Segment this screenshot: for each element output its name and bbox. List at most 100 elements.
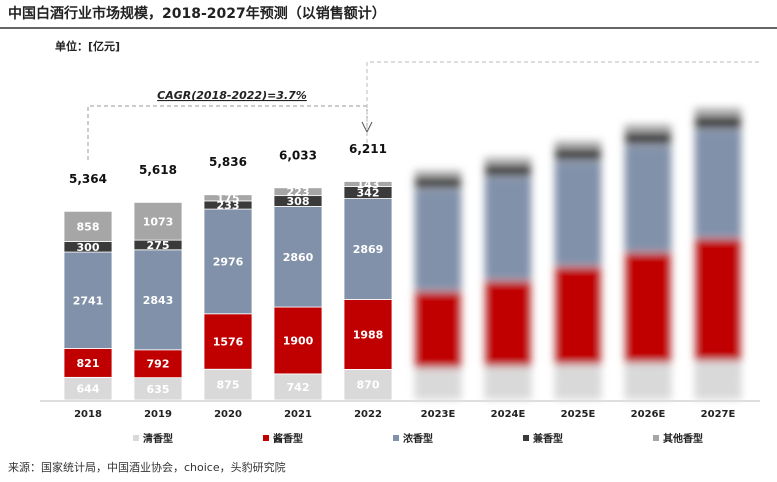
value-label: 635 — [147, 383, 170, 396]
legend-swatch — [653, 435, 659, 441]
chart-title: 中国白酒行业市场规模，2018-2027年预测（以销售额计） — [8, 5, 386, 22]
legend-label: 浓香型 — [403, 432, 433, 445]
value-label: 233 — [217, 199, 240, 212]
legend-swatch — [393, 435, 399, 441]
value-label: 2741 — [73, 294, 104, 307]
bar-stack — [63, 210, 113, 401]
bar-segment — [343, 368, 393, 401]
bar-segment — [553, 265, 603, 366]
x-tick-label: 2024E — [491, 409, 526, 420]
bar-stack — [413, 169, 463, 401]
x-tick-label: 2018 — [74, 409, 102, 420]
x-tick-label: 2021 — [284, 409, 312, 420]
bar-segment — [483, 366, 533, 401]
bar-segment — [693, 107, 743, 116]
bar-stack — [693, 107, 743, 401]
bar-segment — [623, 123, 673, 133]
bar-segment — [63, 348, 113, 378]
bar-segment — [693, 115, 743, 130]
value-label: 2869 — [353, 243, 384, 256]
legend-label: 酱香型 — [273, 432, 303, 445]
value-label: 644 — [77, 383, 100, 396]
bar-segment — [693, 128, 743, 239]
value-label: 2976 — [213, 255, 244, 268]
bar-segment — [553, 147, 603, 162]
bar-segment — [133, 249, 183, 351]
value-label: 143 — [357, 178, 380, 191]
unit-label: 单位：[亿元] — [55, 39, 120, 53]
legend-swatch — [523, 435, 529, 441]
value-label: 308 — [287, 195, 310, 208]
bar-segment — [553, 364, 603, 401]
bar-segment — [273, 373, 323, 401]
total-label: 5,618 — [139, 163, 177, 177]
legend-label: 清香型 — [143, 432, 173, 445]
bar-segment — [203, 313, 253, 370]
legend-swatch — [263, 435, 269, 441]
bar-segment — [273, 306, 323, 375]
cagr-bracket — [87, 105, 368, 160]
bar-segment — [553, 140, 603, 149]
total-label: 6,033 — [279, 148, 317, 162]
value-label: 742 — [287, 381, 310, 394]
value-label: 1073 — [143, 215, 174, 228]
value-label: 875 — [217, 379, 240, 392]
bar-segment — [203, 194, 253, 202]
x-tick-label: 2019 — [144, 409, 172, 420]
bar-segment — [623, 251, 673, 364]
bar-segment — [413, 188, 463, 292]
value-label: 175 — [217, 192, 240, 205]
x-tick-label: 2023E — [421, 409, 456, 420]
legend-label: 兼香型 — [533, 432, 563, 445]
bar-segment — [63, 251, 113, 349]
value-label: 275 — [147, 239, 170, 252]
bar-segment — [413, 176, 463, 190]
total-label: 5,364 — [69, 172, 107, 186]
bar-segment — [553, 160, 603, 267]
x-tick-label: 2022 — [354, 409, 382, 420]
legend-swatch — [133, 435, 139, 441]
total-label: 5,836 — [209, 155, 247, 169]
bar-segment — [483, 279, 533, 367]
bar-segment — [343, 181, 393, 187]
bar-segment — [343, 198, 393, 300]
bar-segment — [273, 206, 323, 308]
source-note: 来源：国家统计局，中国酒业协会，choice，头豹研究院 — [8, 460, 286, 474]
value-label: 2860 — [283, 251, 314, 264]
bar-segment — [693, 237, 743, 362]
bar-segment — [203, 208, 253, 315]
bar-segment — [273, 187, 323, 197]
bar-segment — [413, 290, 463, 369]
bar-segment — [623, 144, 673, 253]
value-label: 300 — [77, 241, 100, 254]
bar-stack — [273, 187, 323, 401]
value-label: 1988 — [353, 328, 384, 341]
bar-stack — [483, 156, 533, 401]
x-tick-label: 2026E — [631, 409, 666, 420]
x-tick-label: 2020 — [214, 409, 242, 420]
forecast-bracket — [366, 61, 760, 150]
bar-stack — [343, 181, 393, 401]
value-label: 342 — [357, 187, 380, 200]
cagr-annotation: CAGR(2018-2022)=3.7% — [157, 89, 307, 102]
value-label: 2843 — [143, 294, 174, 307]
bar-stack — [553, 140, 603, 401]
value-label: 792 — [147, 358, 170, 371]
bar-segment — [483, 156, 533, 165]
value-label: 870 — [357, 379, 380, 392]
x-tick-label: 2027E — [701, 409, 736, 420]
bar-segment — [133, 349, 183, 379]
value-label: 821 — [77, 357, 100, 370]
bar-segment — [133, 201, 183, 241]
bar-segment — [203, 368, 253, 401]
bar-segment — [623, 362, 673, 401]
bar-segment — [483, 163, 533, 178]
bar-stack — [203, 194, 253, 401]
bar-stack — [623, 123, 673, 401]
value-label: 1900 — [283, 334, 314, 347]
bar-segment — [413, 169, 463, 178]
bar-segment — [623, 131, 673, 146]
bar-segment — [483, 176, 533, 281]
value-label: 1576 — [213, 336, 244, 349]
